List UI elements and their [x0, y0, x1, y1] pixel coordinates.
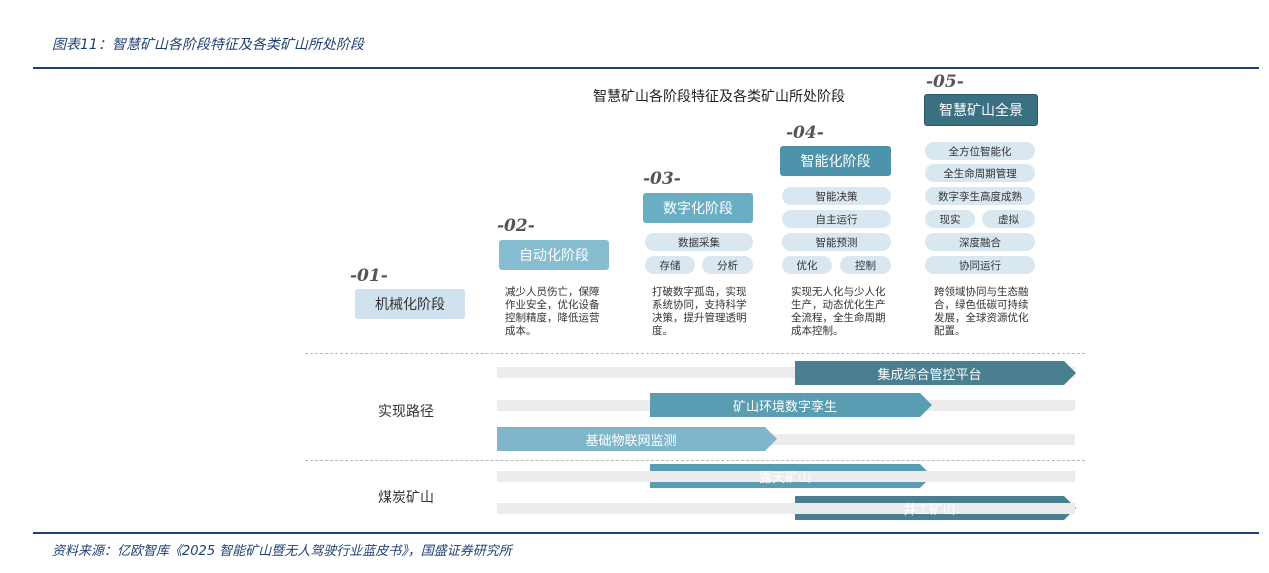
stage-description: 减少人员伤亡，保障作业安全，优化设备控制精度，降低运营成本。 — [505, 286, 600, 337]
feature-pill: 优化 — [782, 256, 832, 274]
feature-pill: 全生命周期管理 — [925, 164, 1035, 182]
figure-caption: 图表11：智慧矿山各阶段特征及各类矿山所处阶段 — [52, 37, 364, 53]
bar-label: 矿山环境数字孪生 — [732, 399, 837, 415]
bar-track — [497, 471, 1075, 482]
feature-pill: 控制 — [840, 256, 891, 274]
feature-pill: 自主运行 — [782, 210, 891, 228]
arrow-integrated-platform — [795, 361, 1076, 385]
feature-pill: 数据采集 — [645, 233, 753, 251]
stage-number: -04- — [786, 123, 824, 143]
stage-number: -01- — [350, 266, 388, 286]
stage-description: 打破数字孤岛，实现系统协同，支持科学决策，提升管理透明度。 — [652, 286, 747, 337]
bar-label: 井工矿山 — [903, 502, 956, 518]
stage-box: 数字化阶段 — [643, 193, 753, 223]
row-label-coal: 煤炭矿山 — [378, 490, 434, 506]
stage-number: -03- — [643, 169, 681, 189]
arrow-digital-twin — [650, 393, 932, 417]
section-divider — [305, 353, 1085, 354]
feature-pill: 协同运行 — [925, 256, 1035, 274]
feature-pill: 虚拟 — [982, 210, 1035, 228]
feature-pill: 存储 — [645, 256, 695, 274]
feature-pill: 深度融合 — [925, 233, 1035, 251]
feature-pill: 智能预测 — [782, 233, 891, 251]
row-label-paths: 实现路径 — [378, 404, 434, 420]
stage-description: 跨领域协同与生态融合，绿色低碳可持续发展，全球资源优化配置。 — [934, 286, 1029, 337]
bar-label: 集成综合管控平台 — [877, 367, 982, 383]
source-footer: 资料来源：亿欧智库《2025 智能矿山暨无人驾驶行业蓝皮书》，国盛证券研究所 — [52, 544, 512, 559]
arrow-iot-monitoring — [497, 427, 777, 451]
stage-box: 智慧矿山全景 — [924, 94, 1038, 126]
bar-label: 露天矿山 — [758, 470, 811, 486]
feature-pill: 全方位智能化 — [925, 142, 1035, 160]
section-divider — [305, 460, 1085, 461]
bar-label: 基础物联网监测 — [585, 433, 677, 449]
feature-pill: 现实 — [925, 210, 975, 228]
stage-box: 机械化阶段 — [355, 289, 465, 319]
stage-box: 智能化阶段 — [780, 146, 891, 176]
stage-number: -02- — [497, 216, 535, 236]
bar-track — [497, 367, 1075, 378]
bottom-rule — [33, 532, 1259, 534]
feature-pill: 分析 — [702, 256, 753, 274]
top-rule — [33, 67, 1259, 69]
bar-track — [497, 503, 1075, 514]
stage-number: -05- — [926, 72, 964, 92]
stage-description: 实现无人化与少人化生产，动态优化生产全流程，全生命周期成本控制。 — [791, 286, 886, 337]
diagram-title: 智慧矿山各阶段特征及各类矿山所处阶段 — [593, 89, 845, 105]
bar-track — [497, 434, 1075, 445]
feature-pill: 数字孪生高度成熟 — [925, 187, 1035, 205]
stage-box: 自动化阶段 — [499, 240, 609, 270]
feature-pill: 智能决策 — [782, 187, 891, 205]
